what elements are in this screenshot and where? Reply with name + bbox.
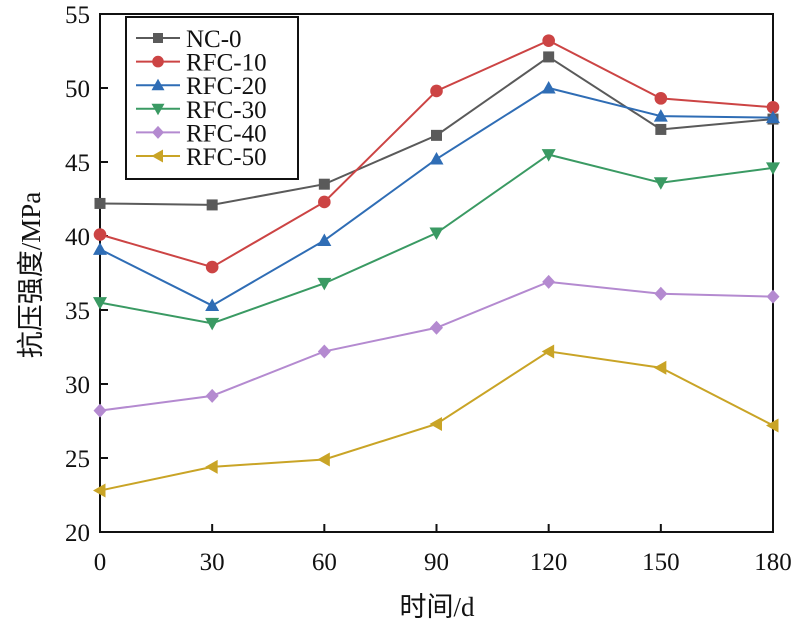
series-rfc-20 [93, 81, 780, 312]
data-point [318, 178, 330, 190]
legend-entry: NC-0 [136, 26, 242, 53]
data-point [766, 100, 780, 114]
legend-entry: RFC-10 [136, 50, 267, 77]
legend-marker [153, 33, 163, 43]
data-point [93, 403, 107, 418]
data-point [317, 344, 331, 359]
legend-label: RFC-10 [186, 50, 267, 77]
data-point [205, 388, 219, 403]
data-point [429, 416, 442, 431]
series-rfc-30 [93, 149, 780, 331]
x-tick-label: 90 [424, 549, 449, 576]
series-layer [93, 34, 780, 498]
y-tick-label: 40 [65, 224, 90, 251]
x-tick-label: 60 [312, 549, 337, 576]
legend-label: NC-0 [186, 26, 242, 53]
x-tick-label: 30 [200, 549, 225, 576]
y-tick-label: 35 [65, 298, 90, 325]
y-axis-label: 抗压强度/MPa [16, 192, 46, 359]
data-point [317, 277, 332, 291]
legend-entry: RFC-40 [136, 120, 267, 147]
data-point [654, 286, 668, 301]
data-point [655, 123, 667, 135]
series-line [99, 280, 774, 412]
data-point [766, 162, 780, 175]
y-tick-label: 55 [65, 2, 90, 29]
data-point [541, 149, 556, 162]
data-point [654, 92, 668, 105]
data-point [653, 360, 667, 375]
x-tick-label: 180 [754, 549, 792, 576]
data-point [653, 109, 668, 122]
y-tick-label: 45 [65, 150, 90, 177]
data-point [205, 459, 218, 474]
legend-label: RFC-30 [186, 97, 267, 124]
data-point [205, 317, 220, 331]
data-point [93, 297, 107, 310]
legend-marker [151, 149, 163, 163]
series-rfc-10 [93, 34, 780, 274]
series-rfc-40 [93, 274, 780, 418]
data-point [542, 274, 556, 289]
legend-entry: RFC-20 [136, 73, 267, 100]
legend-label: RFC-20 [186, 73, 267, 100]
data-point [205, 260, 219, 274]
legend-marker [152, 125, 164, 139]
data-point [93, 242, 107, 255]
axes: 20 25 30 35 40 45 50 55 0 30 60 90 120 150 180 [65, 2, 792, 576]
data-point [430, 320, 443, 335]
y-tick-label: 20 [65, 520, 90, 547]
legend-entry: RFC-30 [136, 97, 267, 124]
data-point [317, 233, 332, 246]
legend-marker [151, 78, 165, 91]
data-point [541, 344, 555, 359]
data-point [206, 199, 218, 211]
legend-box [125, 16, 299, 180]
data-point [317, 452, 330, 467]
x-axis-label: 时间/d [399, 592, 475, 622]
data-point [429, 152, 444, 165]
legend-label: RFC-50 [186, 144, 267, 171]
legend-marker [151, 103, 165, 116]
series-rfc-50 [93, 344, 779, 498]
data-point [541, 81, 556, 94]
data-point [93, 228, 107, 241]
y-tick-label: 25 [65, 446, 90, 473]
data-point [205, 298, 220, 312]
data-point [431, 129, 442, 141]
legend-entry: RFC-50 [136, 144, 267, 171]
data-point [543, 51, 555, 63]
data-point [430, 84, 443, 98]
legend-marker [152, 55, 164, 68]
x-tick-label: 150 [642, 549, 680, 576]
data-point [93, 483, 106, 498]
legend-label: RFC-40 [186, 120, 267, 147]
x-tick-label: 120 [530, 549, 568, 576]
data-point [318, 195, 331, 209]
data-point [94, 197, 106, 209]
x-tick-label: 0 [94, 549, 107, 576]
data-point [766, 289, 780, 304]
data-point [429, 227, 444, 241]
data-point [766, 418, 779, 433]
y-tick-label: 50 [65, 76, 90, 103]
data-point [653, 177, 668, 190]
data-point [766, 110, 780, 124]
data-point [542, 34, 555, 47]
y-tick-label: 30 [65, 372, 90, 399]
